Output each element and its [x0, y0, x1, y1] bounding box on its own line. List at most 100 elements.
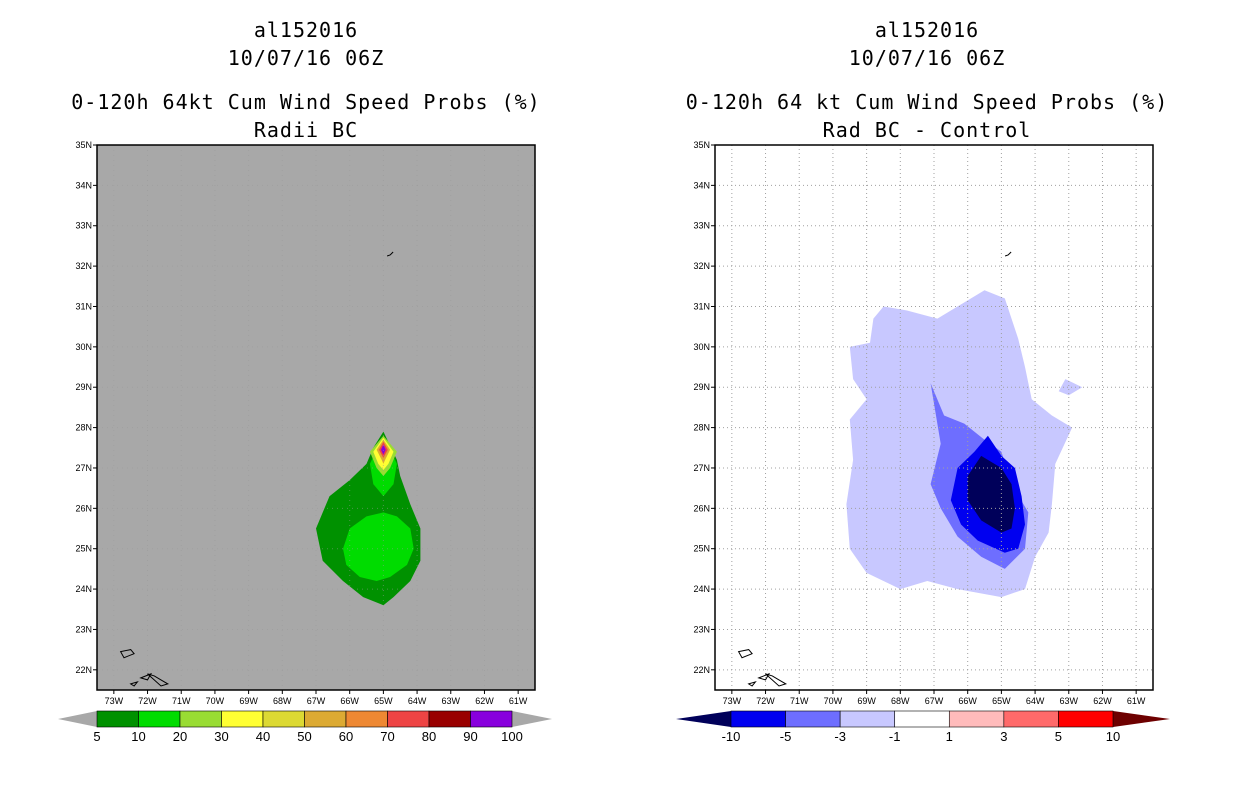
x-tick-label: 65W	[992, 696, 1011, 706]
x-tick-label: 69W	[857, 696, 876, 706]
colorbar-label: -1	[889, 729, 901, 744]
colorbar-box	[262, 710, 305, 728]
colorbar-label: 5	[1055, 729, 1062, 744]
y-tick-label: 30N	[75, 342, 92, 352]
right-datetime: 10/07/16 06Z	[848, 46, 1006, 70]
y-tick-label: 32N	[75, 261, 92, 271]
colorbar-label: -5	[780, 729, 792, 744]
colorbar-label: 90	[463, 729, 477, 744]
left-datetime: 10/07/16 06Z	[227, 46, 385, 70]
island-coast	[747, 680, 757, 687]
x-tick-label: 66W	[340, 696, 359, 706]
y-tick-label: 33N	[693, 221, 710, 231]
colorbar-box	[730, 710, 786, 728]
colorbar-label: 50	[297, 729, 311, 744]
x-tick-label: 64W	[1026, 696, 1045, 706]
x-tick-label: 67W	[925, 696, 944, 706]
y-tick-label: 31N	[75, 301, 92, 311]
contour--3	[1058, 379, 1083, 396]
x-tick-label: 67W	[307, 696, 326, 706]
y-tick-label: 25N	[75, 544, 92, 554]
island-coast	[765, 673, 788, 687]
y-tick-label: 29N	[693, 382, 710, 392]
colorbar-box	[345, 710, 388, 728]
colorbar-under-arrow	[676, 711, 731, 727]
left-subtitle: Radii BC	[253, 118, 359, 142]
colorbar-box	[785, 710, 841, 728]
left-storm-id: al152016	[253, 18, 359, 42]
colorbar-box	[304, 710, 347, 728]
colorbar-under-arrow	[58, 711, 97, 727]
y-tick-label: 34N	[75, 180, 92, 190]
x-tick-label: 69W	[239, 696, 258, 706]
y-tick-label: 26N	[693, 503, 710, 513]
x-tick-label: 70W	[824, 696, 843, 706]
colorbar-label: 30	[214, 729, 228, 744]
y-tick-label: 25N	[693, 544, 710, 554]
x-tick-label: 62W	[475, 696, 494, 706]
island-coast	[147, 673, 170, 687]
contour--3	[930, 371, 941, 396]
colorbar-label: 20	[173, 729, 187, 744]
y-tick-label: 31N	[693, 301, 710, 311]
x-tick-label: 72W	[756, 696, 775, 706]
right-title: 0-120h 64 kt Cum Wind Speed Probs (%)	[685, 90, 1169, 114]
island-coast	[737, 649, 753, 659]
colorbar-label: 70	[380, 729, 394, 744]
panel-right: 73W 72W 71W 70W 69W 68W 67W 66W 65W 64W 63W 62W 61W 2…	[676, 140, 1170, 744]
y-tick-label: 27N	[75, 463, 92, 473]
x-tick-label: 64W	[408, 696, 427, 706]
x-tick-label: 66W	[958, 696, 977, 706]
colorbar-right: -10 -5 -3 -1 1 3 5 10	[676, 710, 1170, 744]
y-tick-label: 35N	[75, 140, 92, 150]
y-tick-label: 28N	[75, 423, 92, 433]
y-tick-label: 22N	[75, 665, 92, 675]
contour-90	[381, 444, 386, 455]
colorbar-label: -10	[722, 729, 741, 744]
colorbar-box	[428, 710, 471, 728]
x-tick-label: 61W	[1127, 696, 1146, 706]
colorbar-box	[894, 710, 950, 728]
x-tick-label: 63W	[1060, 696, 1079, 706]
y-tick-label: 23N	[693, 624, 710, 634]
y-tick-label: 27N	[693, 463, 710, 473]
y-tick-label: 26N	[75, 503, 92, 513]
x-tick-label: 61W	[509, 696, 528, 706]
colorbar-label: 10	[1106, 729, 1120, 744]
y-tick-label: 30N	[693, 342, 710, 352]
colorbar-box	[96, 710, 139, 728]
contour-10	[343, 512, 414, 581]
x-tick-label: 62W	[1093, 696, 1112, 706]
x-tick-label: 73W	[723, 696, 742, 706]
island-coast	[757, 672, 771, 681]
bermuda-coast	[1004, 251, 1012, 257]
y-tick-label: 24N	[75, 584, 92, 594]
x-tick-label: 72W	[138, 696, 157, 706]
colorbar-box	[839, 710, 896, 728]
y-tick-label: 24N	[693, 584, 710, 594]
y-tick-label: 22N	[693, 665, 710, 675]
colorbar-box	[387, 710, 430, 728]
island-coast	[139, 672, 153, 681]
x-tick-label: 71W	[790, 696, 809, 706]
colorbar-label: 40	[256, 729, 270, 744]
colorbar-over-arrow	[1113, 711, 1170, 727]
right-subtitle: Rad BC - Control	[822, 118, 1032, 142]
x-tick-label: 73W	[105, 696, 124, 706]
y-tick-label: 33N	[75, 221, 92, 231]
x-tick-label: 68W	[891, 696, 910, 706]
island-coast	[119, 649, 135, 659]
y-tick-label: 23N	[75, 624, 92, 634]
island-coast	[129, 680, 139, 687]
x-tick-label: 68W	[273, 696, 292, 706]
y-tick-label: 28N	[693, 423, 710, 433]
colorbar-label: -3	[834, 729, 846, 744]
right-storm-id: al152016	[874, 18, 980, 42]
colorbar-label: 3	[1000, 729, 1007, 744]
colorbar-box	[470, 710, 513, 728]
y-tick-label: 29N	[75, 382, 92, 392]
y-tick-label: 35N	[693, 140, 710, 150]
colorbar-box	[1003, 710, 1059, 728]
bermuda-coast	[386, 251, 394, 257]
colorbar-left: 5 10 20 30 40 50 60 70 80 90 100	[58, 710, 552, 744]
